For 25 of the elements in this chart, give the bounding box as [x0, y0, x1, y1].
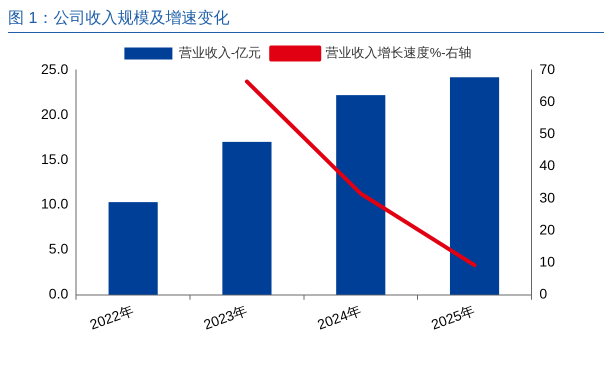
- y2-tick-label: 50: [539, 125, 556, 142]
- y2-tick-label: 20: [539, 221, 556, 238]
- bar: [450, 77, 500, 295]
- y2-tick-label: 40: [539, 157, 556, 174]
- x-tick-label: 2023年: [201, 302, 250, 333]
- y2-tick-label: 60: [539, 92, 556, 109]
- y-tick-label: 10.0: [41, 196, 68, 212]
- y-tick-label: 5.0: [48, 240, 68, 257]
- x-tick-label: 2024年: [315, 302, 364, 333]
- chart-title: 图 1：公司收入规模及增速变化: [8, 8, 604, 33]
- y-tick-label: 20.0: [41, 106, 68, 122]
- bar: [222, 142, 272, 295]
- y2-tick-label: 0: [539, 286, 548, 302]
- bar: [336, 95, 386, 295]
- bar: [108, 202, 158, 295]
- y-tick-label: 15.0: [41, 150, 68, 167]
- y2-tick-label: 10: [539, 254, 556, 270]
- y2-tick-label: 30: [539, 189, 556, 206]
- y-tick-label: 0.0: [48, 286, 68, 302]
- legend-label: 营业收入增长速度%-右轴: [326, 45, 472, 60]
- x-tick-label: 2022年: [88, 302, 136, 333]
- y-tick-label: 25.0: [41, 60, 68, 77]
- x-tick-label: 2025年: [429, 302, 477, 333]
- legend-label: 营业收入-亿元: [178, 45, 262, 60]
- y2-tick-label: 70: [539, 60, 556, 77]
